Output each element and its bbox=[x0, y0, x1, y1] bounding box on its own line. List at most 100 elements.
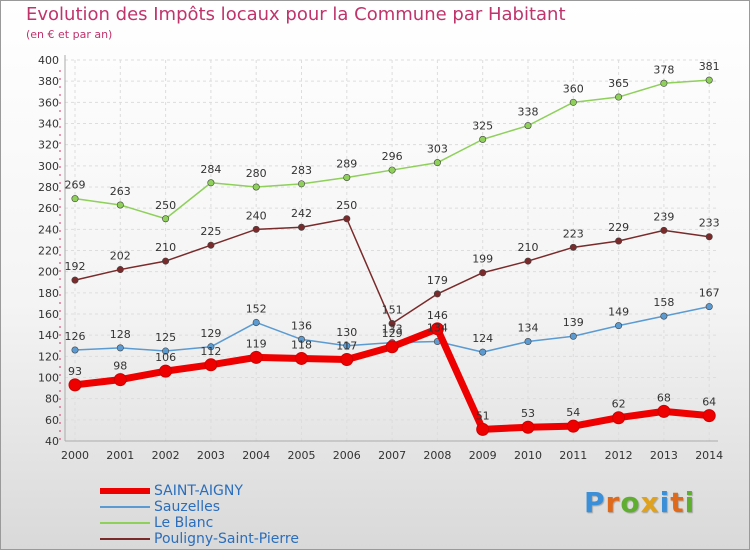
data-label-pouligny-saint-pierre: 250 bbox=[336, 199, 357, 212]
data-label-sauzelles: 134 bbox=[518, 322, 539, 335]
data-point-sauzelles bbox=[116, 344, 124, 352]
data-point-le-blanc bbox=[660, 79, 668, 87]
chart-title: Evolution des Impôts locaux pour la Comm… bbox=[26, 4, 566, 25]
data-label-saint-aigny: 68 bbox=[657, 391, 671, 404]
data-point-pouligny-saint-pierre bbox=[705, 233, 713, 241]
legend-swatch bbox=[100, 522, 150, 524]
data-label-saint-aigny: 146 bbox=[427, 309, 448, 322]
logo-letter: o bbox=[620, 486, 641, 519]
data-point-le-blanc bbox=[705, 76, 713, 84]
chart-subtitle: (en € et par an) bbox=[26, 28, 113, 41]
logo-letter: i bbox=[659, 486, 671, 519]
data-label-saint-aigny: 118 bbox=[291, 338, 312, 351]
data-label-pouligny-saint-pierre: 202 bbox=[110, 250, 131, 263]
data-label-pouligny-saint-pierre: 229 bbox=[608, 221, 629, 234]
data-label-le-blanc: 283 bbox=[291, 164, 312, 177]
data-label-pouligny-saint-pierre: 210 bbox=[155, 241, 176, 254]
data-label-le-blanc: 381 bbox=[699, 60, 720, 73]
data-label-sauzelles: 129 bbox=[200, 327, 221, 340]
data-label-le-blanc: 250 bbox=[155, 199, 176, 212]
y-tick-label: 80 bbox=[45, 393, 59, 406]
data-point-pouligny-saint-pierre bbox=[252, 225, 260, 233]
data-label-pouligny-saint-pierre: 240 bbox=[246, 209, 267, 222]
data-point-sauzelles bbox=[71, 346, 79, 354]
data-label-saint-aigny: 98 bbox=[113, 360, 127, 373]
data-label-le-blanc: 325 bbox=[472, 119, 493, 132]
data-point-pouligny-saint-pierre bbox=[162, 257, 170, 265]
data-point-sauzelles bbox=[569, 332, 577, 340]
data-point-sauzelles bbox=[660, 312, 668, 320]
data-point-sauzelles bbox=[705, 303, 713, 311]
data-point-le-blanc bbox=[71, 195, 79, 203]
data-point-pouligny-saint-pierre bbox=[207, 241, 215, 249]
data-label-le-blanc: 289 bbox=[336, 157, 357, 170]
x-tick-label: 2013 bbox=[650, 449, 678, 462]
data-point-saint-aigny bbox=[68, 378, 82, 392]
legend-label: Sauzelles bbox=[154, 499, 220, 515]
data-label-le-blanc: 280 bbox=[246, 167, 267, 180]
legend-label: Le Blanc bbox=[154, 515, 214, 531]
data-label-sauzelles: 139 bbox=[563, 316, 584, 329]
data-label-saint-aigny: 129 bbox=[382, 327, 403, 340]
data-point-saint-aigny bbox=[385, 340, 399, 354]
data-label-le-blanc: 360 bbox=[563, 82, 584, 95]
logo-letter: r bbox=[605, 486, 621, 519]
data-point-le-blanc bbox=[569, 98, 577, 106]
data-point-le-blanc bbox=[433, 159, 441, 167]
data-point-le-blanc bbox=[524, 122, 532, 130]
data-label-pouligny-saint-pierre: 151 bbox=[382, 304, 403, 317]
data-label-sauzelles: 130 bbox=[336, 326, 357, 339]
data-point-le-blanc bbox=[207, 179, 215, 187]
data-label-sauzelles: 167 bbox=[699, 287, 720, 300]
data-label-le-blanc: 365 bbox=[608, 77, 629, 90]
data-point-sauzelles bbox=[297, 335, 305, 343]
x-tick-label: 2003 bbox=[197, 449, 225, 462]
data-point-saint-aigny bbox=[204, 358, 218, 372]
data-label-saint-aigny: 53 bbox=[521, 407, 535, 420]
y-tick-label: 320 bbox=[38, 139, 59, 152]
x-tick-label: 2011 bbox=[559, 449, 587, 462]
data-label-saint-aigny: 112 bbox=[200, 345, 221, 358]
data-point-saint-aigny bbox=[249, 350, 263, 364]
data-label-sauzelles: 152 bbox=[246, 302, 267, 315]
data-point-saint-aigny bbox=[521, 420, 535, 434]
data-label-sauzelles: 125 bbox=[155, 331, 176, 344]
data-point-sauzelles bbox=[162, 347, 170, 355]
data-point-saint-aigny bbox=[566, 419, 580, 433]
data-point-pouligny-saint-pierre bbox=[343, 215, 351, 223]
y-tick-label: 260 bbox=[38, 202, 59, 215]
x-tick-label: 2012 bbox=[605, 449, 633, 462]
data-label-pouligny-saint-pierre: 223 bbox=[563, 227, 584, 240]
data-label-pouligny-saint-pierre: 242 bbox=[291, 207, 312, 220]
y-tick-label: 240 bbox=[38, 223, 59, 236]
data-label-sauzelles: 128 bbox=[110, 328, 131, 341]
data-label-sauzelles: 136 bbox=[291, 319, 312, 332]
data-point-pouligny-saint-pierre bbox=[479, 269, 487, 277]
data-point-sauzelles bbox=[252, 318, 260, 326]
data-label-le-blanc: 303 bbox=[427, 143, 448, 156]
legend-swatch bbox=[100, 506, 150, 508]
data-label-pouligny-saint-pierre: 239 bbox=[653, 210, 674, 223]
data-point-le-blanc bbox=[162, 215, 170, 223]
data-point-le-blanc bbox=[615, 93, 623, 101]
x-tick-label: 2010 bbox=[514, 449, 542, 462]
data-point-pouligny-saint-pierre bbox=[660, 226, 668, 234]
legend-item-pouligny-saint-pierre: Pouligny-Saint-Pierre bbox=[100, 531, 380, 548]
legend-label: Pouligny-Saint-Pierre bbox=[154, 531, 299, 547]
data-label-le-blanc: 338 bbox=[518, 106, 539, 119]
data-label-pouligny-saint-pierre: 233 bbox=[699, 217, 720, 230]
legend-item-le-blanc: Le Blanc bbox=[100, 515, 380, 532]
data-point-pouligny-saint-pierre bbox=[615, 237, 623, 245]
data-point-sauzelles bbox=[479, 348, 487, 356]
data-label-sauzelles: 134 bbox=[427, 322, 448, 335]
y-tick-label: 100 bbox=[38, 372, 59, 385]
proxiti-logo: Proxiti bbox=[584, 486, 695, 519]
data-point-saint-aigny bbox=[657, 404, 671, 418]
y-tick-label: 60 bbox=[45, 414, 59, 427]
data-label-sauzelles: 158 bbox=[653, 296, 674, 309]
data-point-saint-aigny bbox=[612, 411, 626, 425]
data-point-le-blanc bbox=[388, 166, 396, 174]
data-point-saint-aigny bbox=[340, 353, 354, 367]
data-point-le-blanc bbox=[252, 183, 260, 191]
